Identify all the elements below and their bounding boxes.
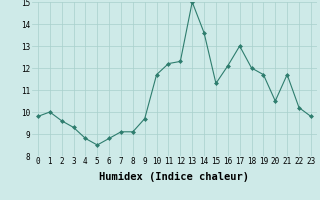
X-axis label: Humidex (Indice chaleur): Humidex (Indice chaleur) xyxy=(100,172,249,182)
